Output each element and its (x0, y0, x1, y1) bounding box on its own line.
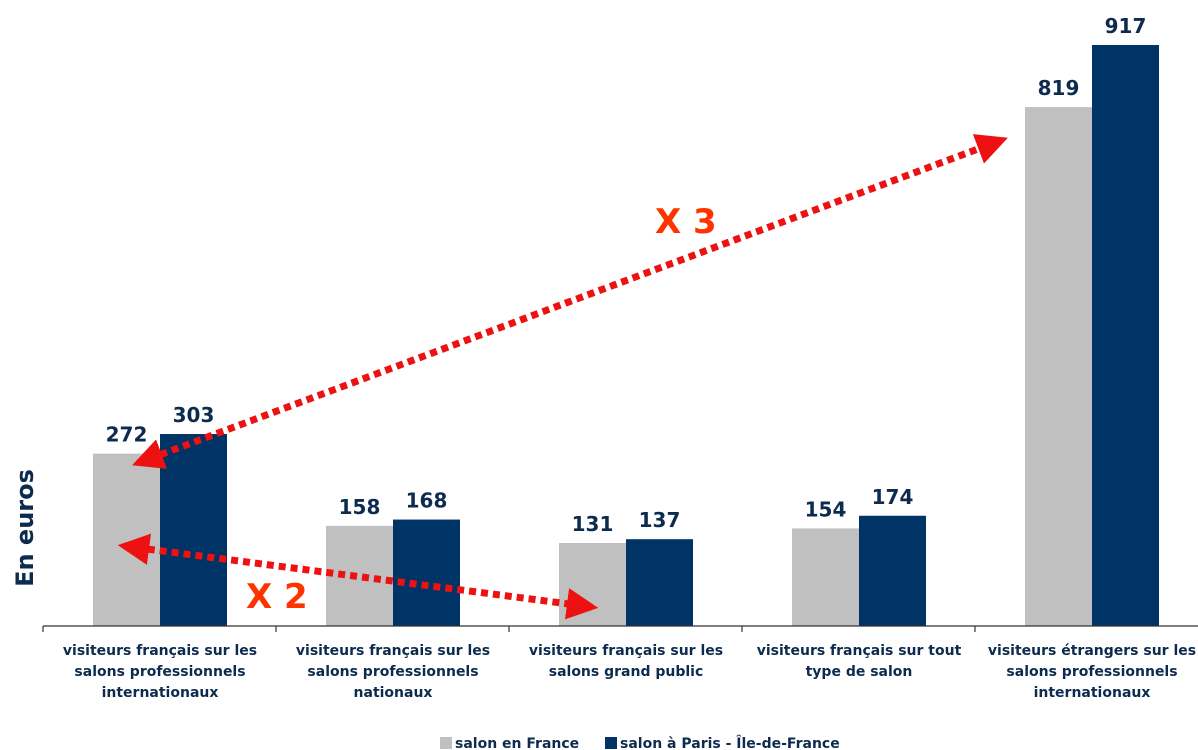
bar-paris-2 (393, 519, 460, 626)
annotation-x3: X 3 (655, 202, 717, 242)
value-label-paris-5: 917 (1105, 14, 1147, 38)
bar-france-3 (559, 543, 626, 626)
value-label-france-4: 154 (805, 497, 847, 521)
category-label-1: visiteurs français sur les salons profess… (63, 643, 257, 701)
category-label-5: visiteurs étrangers sur les salons profes… (988, 643, 1196, 701)
value-label-paris-3: 137 (639, 508, 681, 532)
bar-paris-3 (626, 539, 693, 626)
bar-paris-1 (160, 434, 227, 626)
legend-swatch-france (440, 737, 452, 749)
bars-group: 272 303 158 168 131 137 154 174 819 917 (93, 14, 1159, 626)
legend-swatch-paris (605, 737, 617, 749)
bar-france-2 (326, 525, 393, 626)
bar-france-4 (792, 528, 859, 626)
value-label-paris-2: 168 (406, 489, 448, 513)
x-axis-labels: visiteurs français sur les salons profess… (63, 643, 1196, 701)
x-axis-ticks (42, 626, 976, 632)
bar-paris-4 (859, 515, 926, 626)
value-label-paris-1: 303 (173, 403, 215, 427)
legend-label-france: salon en France (455, 736, 579, 750)
value-label-france-3: 131 (572, 512, 614, 536)
value-label-france-1: 272 (106, 423, 148, 447)
legend-label-paris: salon à Paris - Île-de-France (620, 735, 840, 750)
legend: salon en France salon à Paris - Île-de-F… (440, 735, 840, 750)
category-label-2: visiteurs français sur les salons profess… (296, 643, 490, 701)
value-label-france-2: 158 (339, 495, 381, 519)
y-axis-title: En euros (11, 469, 39, 587)
annotation-x2: X 2 (246, 577, 308, 617)
bar-france-5 (1025, 107, 1092, 626)
x3-arrow (132, 134, 1008, 469)
bar-france-1 (93, 453, 160, 626)
bar-paris-5 (1092, 45, 1159, 626)
value-label-paris-4: 174 (872, 485, 914, 509)
category-label-4: visiteurs français sur tout type de salon (757, 643, 962, 680)
value-label-france-5: 819 (1038, 76, 1080, 100)
x2-arrow (117, 533, 599, 620)
annotation-arrows (117, 134, 1008, 620)
category-label-3: visiteurs français sur les salons grand p… (529, 643, 723, 680)
